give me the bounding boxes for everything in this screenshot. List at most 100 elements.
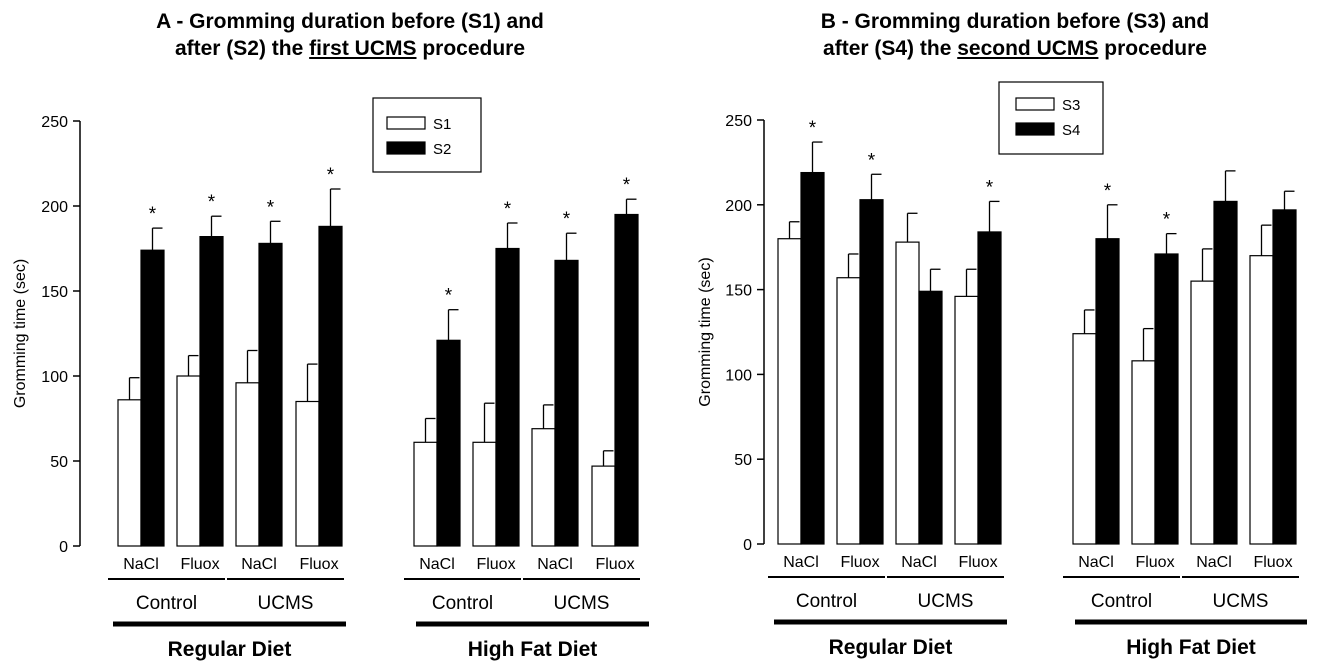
b-significance-marker: * [1163, 210, 1171, 231]
b-bar-s3 [895, 241, 920, 545]
a-category-label: Fluox [180, 556, 219, 573]
b-group-label: Control [1091, 591, 1152, 612]
b-category-label: Fluox [958, 554, 997, 571]
a-group-label: Control [432, 593, 493, 614]
panel-a-title-underlined: first UCMS [309, 37, 417, 60]
a-category-label: NaCl [419, 556, 455, 573]
b-bar-s4 [859, 199, 884, 545]
a-category-label: NaCl [123, 556, 159, 573]
b-bar-s3 [1190, 280, 1215, 545]
a-category-label: Fluox [595, 556, 634, 573]
b-legend-label: S3 [1062, 97, 1080, 114]
a-group-label: UCMS [554, 593, 610, 614]
b-diet-label: Regular Diet [829, 636, 953, 659]
b-y-axis-label: Gromming time (sec) [697, 257, 714, 406]
b-diet-label: High Fat Diet [1126, 636, 1256, 659]
a-diet-label: Regular Diet [168, 638, 292, 661]
b-bar-s3 [777, 238, 802, 545]
b-bar-s4 [977, 231, 1002, 545]
b-bar-s4 [800, 171, 825, 545]
a-legend-label: S2 [433, 141, 451, 158]
a-bar-s2 [554, 259, 579, 547]
a-significance-marker: * [623, 175, 631, 196]
panel-b-title-post: procedure [1098, 37, 1207, 60]
panel-a-title-pre: after (S2) the [174, 37, 310, 60]
b-legend-box [998, 81, 1104, 155]
b-legend-label: S4 [1062, 122, 1080, 139]
a-y-tick-label: 50 [50, 454, 68, 471]
a-category-label: NaCl [241, 556, 277, 573]
a-significance-marker: * [504, 199, 512, 220]
b-bar-s4 [1154, 253, 1179, 545]
panel-b-title-underlined: second UCMS [957, 37, 1099, 60]
a-bar-s2 [614, 213, 639, 547]
b-significance-marker: * [809, 118, 817, 139]
a-legend-label: S1 [433, 116, 451, 133]
a-significance-marker: * [563, 209, 571, 230]
b-group-label: UCMS [1213, 591, 1269, 612]
b-bar-s3 [1249, 255, 1274, 545]
a-y-tick-label: 200 [41, 199, 68, 216]
b-bar-s4 [1213, 200, 1238, 545]
b-y-tick-label: 200 [725, 198, 752, 215]
b-bar-s3 [836, 277, 861, 545]
a-group-label: Control [136, 593, 197, 614]
a-legend-swatch [386, 141, 426, 155]
panel-b-title-pre: after (S4) the [823, 37, 958, 60]
b-y-tick-label: 0 [743, 537, 752, 554]
a-y-axis-label: Gromming time (sec) [12, 259, 29, 408]
b-y-tick-label: 150 [725, 283, 752, 300]
a-y-tick-label: 0 [59, 539, 68, 556]
panel-b-title: B - Gromming duration before (S3) and af… [705, 8, 1325, 62]
b-significance-marker: * [1104, 181, 1112, 202]
b-y-tick-label: 100 [725, 367, 752, 384]
a-bar-s2 [318, 225, 343, 547]
b-group-label: Control [796, 591, 857, 612]
b-bar-s3 [1131, 360, 1156, 545]
a-group-label: UCMS [258, 593, 314, 614]
a-category-label: Fluox [299, 556, 338, 573]
a-y-tick-label: 100 [41, 369, 68, 386]
b-category-label: Fluox [840, 554, 879, 571]
b-y-tick-label: 250 [725, 113, 752, 130]
a-legend-swatch [386, 116, 426, 130]
a-bar-s2 [140, 249, 165, 547]
b-category-label: Fluox [1135, 554, 1174, 571]
panel-b-title-line2: after (S4) the second UCMS procedure [705, 35, 1325, 62]
a-diet-label: High Fat Diet [468, 638, 598, 661]
b-bar-s4 [918, 290, 943, 545]
a-significance-marker: * [208, 192, 216, 213]
a-legend-box [372, 97, 482, 173]
b-bar-s4 [1272, 209, 1297, 545]
b-significance-marker: * [868, 150, 876, 171]
b-legend-swatch [1015, 122, 1055, 136]
a-y-tick-label: 150 [41, 284, 68, 301]
b-category-label: NaCl [1078, 554, 1114, 571]
panel-a-title: A - Gromming duration before (S1) and af… [40, 8, 660, 62]
a-significance-marker: * [267, 197, 275, 218]
b-bar-s4 [1095, 238, 1120, 545]
panel-b-title-line1: B - Gromming duration before (S3) and [820, 10, 1210, 33]
a-significance-marker: * [149, 204, 157, 225]
a-bar-s2 [199, 236, 224, 547]
b-category-label: NaCl [783, 554, 819, 571]
b-group-label: UCMS [918, 591, 974, 612]
panel-a-title-line2: after (S2) the first UCMS procedure [40, 35, 660, 62]
a-bar-s2 [436, 339, 461, 547]
b-legend-swatch [1015, 97, 1055, 111]
a-category-label: NaCl [537, 556, 573, 573]
a-bar-s2 [495, 247, 520, 547]
b-category-label: NaCl [901, 554, 937, 571]
b-bar-s3 [1072, 333, 1097, 545]
a-bar-s2 [258, 242, 283, 547]
a-significance-marker: * [327, 165, 335, 186]
a-y-tick-label: 250 [41, 114, 68, 131]
b-bar-s3 [954, 295, 979, 545]
panel-a-title-line1: A - Gromming duration before (S1) and [156, 10, 544, 33]
b-category-label: Fluox [1253, 554, 1292, 571]
a-category-label: Fluox [476, 556, 515, 573]
a-significance-marker: * [445, 286, 453, 307]
b-category-label: NaCl [1196, 554, 1232, 571]
